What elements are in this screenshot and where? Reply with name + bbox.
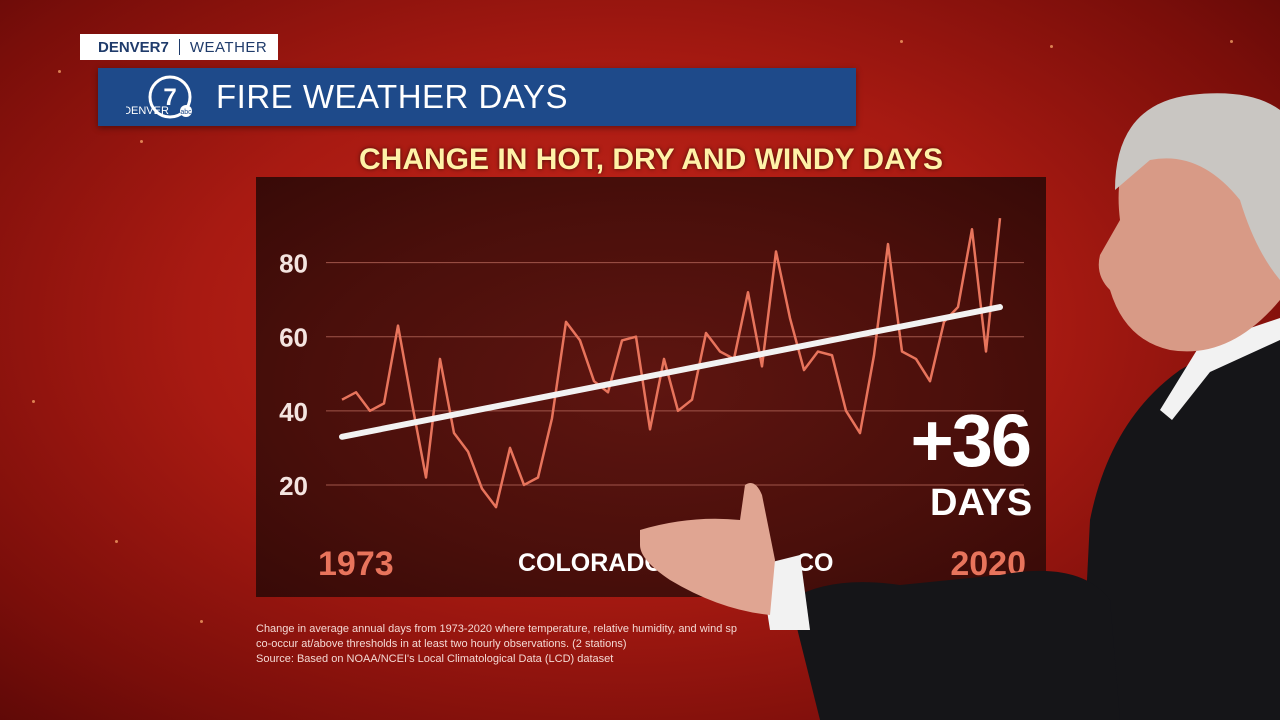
page-title: FIRE WEATHER DAYS	[216, 78, 568, 115]
ember-dot	[140, 140, 143, 143]
footnote-line: co-occur at/above thresholds in at least…	[256, 638, 627, 650]
trend-line	[339, 304, 1003, 440]
x-start-label: 1973	[318, 545, 394, 583]
ember-dot	[1230, 40, 1233, 43]
y-tick-label: 40	[279, 397, 308, 427]
footnote-line: Change in average annual days from 1973-…	[256, 623, 738, 635]
chart-panel: 20 40 60 80 1973 2020 COLORADO DR CO	[256, 177, 1046, 597]
station-label-tail: CO	[796, 549, 834, 577]
ember-dot	[58, 70, 61, 73]
brand-divider	[178, 39, 180, 55]
footnote-source: Source: Based on NOAA/NCEI's Local Clima…	[256, 653, 614, 665]
ember-dot	[1050, 45, 1053, 48]
line-chart: 20 40 60 80 1973 2020 COLORADO DR CO	[279, 217, 1026, 583]
ember-dot	[200, 620, 203, 623]
change-unit: DAYS	[930, 482, 1033, 524]
footnote: Change in average annual days from 1973-…	[256, 622, 796, 667]
logo-number: 7	[163, 84, 176, 111]
y-tick-label: 20	[279, 471, 308, 501]
y-tick-label: 80	[279, 249, 308, 279]
logo-text: DENVER	[126, 105, 169, 117]
y-tick-label: 60	[279, 323, 308, 353]
ember-dot	[900, 40, 903, 43]
denver7-logo-icon: 7 DENVER abc	[126, 75, 192, 119]
section-name: WEATHER	[189, 38, 268, 56]
logo-network: abc	[180, 109, 192, 116]
change-value: +36	[910, 399, 1032, 482]
chart-title: CHANGE IN HOT, DRY AND WINDY DAYS	[359, 143, 943, 176]
x-end-label: 2020	[950, 545, 1026, 583]
series-line	[341, 217, 1002, 509]
station-label: COLORADO DR	[518, 549, 707, 577]
ember-dot	[32, 400, 35, 403]
title-bar: 7 DENVER abc FIRE WEATHER DAYS	[98, 68, 856, 126]
brand-tag: DENVER7 WEATHER	[80, 34, 278, 60]
ember-dot	[115, 540, 118, 543]
station-name: DENVER7	[98, 38, 169, 56]
